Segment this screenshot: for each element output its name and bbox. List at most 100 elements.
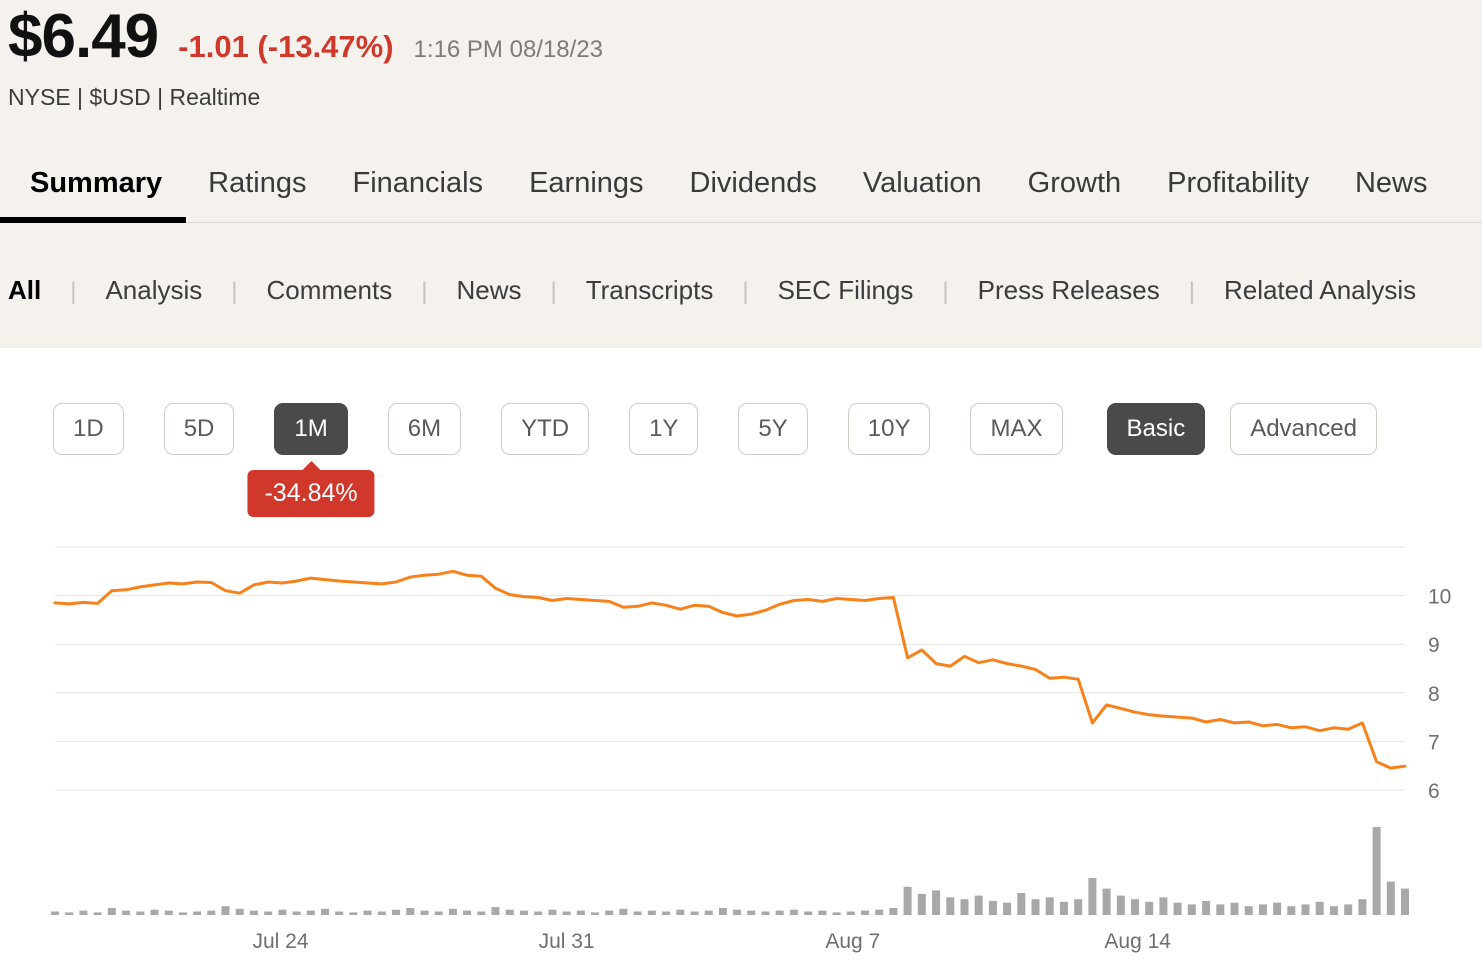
volume-bar: [164, 910, 173, 915]
volume-bar: [619, 908, 628, 915]
filter-news[interactable]: News: [456, 275, 522, 305]
volume-bar: [491, 907, 500, 915]
tab-earnings[interactable]: Earnings: [529, 167, 644, 199]
range-10y-button[interactable]: 10Y: [847, 403, 931, 455]
volume-bar: [1116, 895, 1125, 915]
volume-bar: [1003, 902, 1012, 915]
range-ytd-button[interactable]: YTD: [501, 403, 590, 455]
volume-bar: [1301, 904, 1310, 915]
range-max-button[interactable]: MAX: [970, 403, 1063, 455]
tab-growth[interactable]: Growth: [1027, 167, 1122, 199]
volume-bar: [804, 911, 813, 915]
volume-bar: [605, 910, 614, 915]
tab-profitability[interactable]: Profitability: [1167, 167, 1309, 199]
range-5y-button[interactable]: 5Y: [738, 403, 808, 455]
volume-bar: [1017, 893, 1026, 915]
filter-comments[interactable]: Comments: [266, 275, 393, 305]
volume-bar: [178, 912, 187, 915]
range-1m-wrap: 1M -34.84%: [247, 403, 375, 517]
volume-bar: [392, 909, 401, 915]
volume-bar: [136, 911, 145, 915]
volume-bar: [420, 910, 429, 915]
x-axis-label: Jul 24: [252, 930, 308, 953]
filter-transcripts[interactable]: Transcripts: [585, 275, 714, 305]
volume-bar: [434, 911, 443, 915]
tab-summary[interactable]: Summary: [0, 167, 187, 223]
volume-bar: [463, 910, 472, 915]
tab-news[interactable]: News: [1354, 167, 1428, 199]
volume-bar: [93, 912, 102, 915]
volume-bar: [65, 912, 74, 915]
volume-bar: [505, 909, 514, 915]
volume-bar: [960, 899, 969, 915]
separator: |: [70, 278, 77, 305]
x-axis-label: Aug 14: [1104, 930, 1171, 953]
volume-bar: [1187, 904, 1196, 915]
filter-analysis[interactable]: Analysis: [105, 275, 203, 305]
volume-bar: [534, 911, 543, 915]
volume-bar: [1031, 899, 1040, 915]
range-1d-button[interactable]: 1D: [53, 403, 124, 455]
volume-bar: [818, 910, 827, 915]
volume-bar: [448, 908, 457, 915]
period-change-tooltip: -34.84%: [247, 470, 375, 517]
tab-financials[interactable]: Financials: [352, 167, 484, 199]
y-axis-label: 9: [1428, 634, 1440, 657]
range-6m-button[interactable]: 6M: [387, 403, 462, 455]
x-axis-label: Jul 31: [539, 930, 595, 953]
volume-bar: [207, 910, 216, 915]
volume-bar: [1159, 897, 1168, 915]
volume-bar: [988, 900, 997, 915]
volume-bar: [1358, 899, 1367, 915]
volume-bar: [335, 911, 344, 915]
filter-all[interactable]: All: [8, 275, 42, 305]
volume-bar: [1273, 902, 1282, 915]
volume-bar: [591, 912, 599, 915]
filter-press-releases[interactable]: Press Releases: [977, 275, 1160, 305]
volume-bar: [903, 886, 912, 915]
range-1y-button[interactable]: 1Y: [629, 403, 699, 455]
volume-bar: [946, 897, 955, 915]
volume-bar: [932, 890, 941, 915]
volume-bar: [122, 910, 131, 915]
volume-bar: [562, 911, 571, 915]
chart-card: 1D 5D 1M -34.84% 6M YTD 1Y 5Y 10Y MAX Ba…: [0, 348, 1482, 972]
quote-header: $6.49 -1.01 (-13.47%) 1:16 PM 08/18/23 N…: [0, 0, 1482, 111]
y-axis-label: 7: [1428, 731, 1440, 754]
volume-bar: [349, 912, 358, 915]
volume-bar: [221, 906, 230, 915]
quote-timestamp: 1:16 PM 08/18/23: [413, 36, 604, 63]
volume-bar: [51, 911, 59, 915]
volume-bar: [718, 908, 727, 915]
volume-bar: [264, 911, 273, 915]
volume-bar: [733, 909, 742, 915]
separator: |: [231, 278, 238, 305]
price-line: [53, 569, 1407, 770]
volume-bar: [1102, 888, 1111, 915]
volume-bar: [1344, 904, 1353, 915]
price-chart[interactable]: 10 9 8 7 6 Jul 24 Jul 31 Aug 7 Aug 14: [0, 348, 1482, 972]
volume-bar: [278, 909, 287, 915]
chart-view-toggle: Basic Advanced: [1106, 403, 1377, 455]
filter-sec-filings[interactable]: SEC Filings: [777, 275, 914, 305]
view-basic-button[interactable]: Basic: [1106, 403, 1206, 455]
volume-bar: [875, 909, 884, 915]
separator: |: [1188, 278, 1195, 305]
volume-bar: [775, 910, 784, 915]
volume-bar: [704, 910, 713, 915]
volume-bar: [1216, 904, 1225, 915]
tab-ratings[interactable]: Ratings: [208, 167, 307, 199]
volume-bar: [761, 911, 770, 915]
volume-bar: [292, 911, 301, 915]
volume-bar: [79, 910, 88, 915]
filter-related-analysis[interactable]: Related Analysis: [1223, 275, 1417, 305]
volume-bar: [917, 893, 926, 915]
tab-valuation[interactable]: Valuation: [862, 167, 982, 199]
view-advanced-button[interactable]: Advanced: [1230, 403, 1377, 455]
range-1m-button[interactable]: 1M: [274, 403, 348, 455]
tab-dividends[interactable]: Dividends: [689, 167, 817, 199]
range-5d-button[interactable]: 5D: [163, 403, 235, 455]
volume-bar: [633, 911, 642, 915]
separator: |: [421, 278, 428, 305]
volume-bar: [249, 910, 258, 915]
